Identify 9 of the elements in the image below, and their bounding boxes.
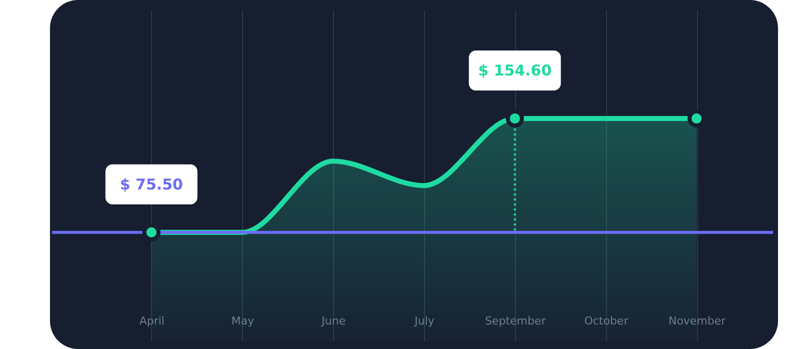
x-tick-label: June [320, 314, 346, 328]
x-tick-label: September [484, 314, 546, 328]
x-tick-label: May [231, 314, 255, 328]
x-tick-label: October [584, 314, 629, 328]
x-tick-label: July [414, 314, 435, 328]
x-tick-label: April [139, 314, 165, 328]
data-label: $ 75.50 [120, 175, 183, 194]
x-tick-label: November [668, 314, 726, 328]
data-label: $ 154.60 [478, 62, 552, 80]
